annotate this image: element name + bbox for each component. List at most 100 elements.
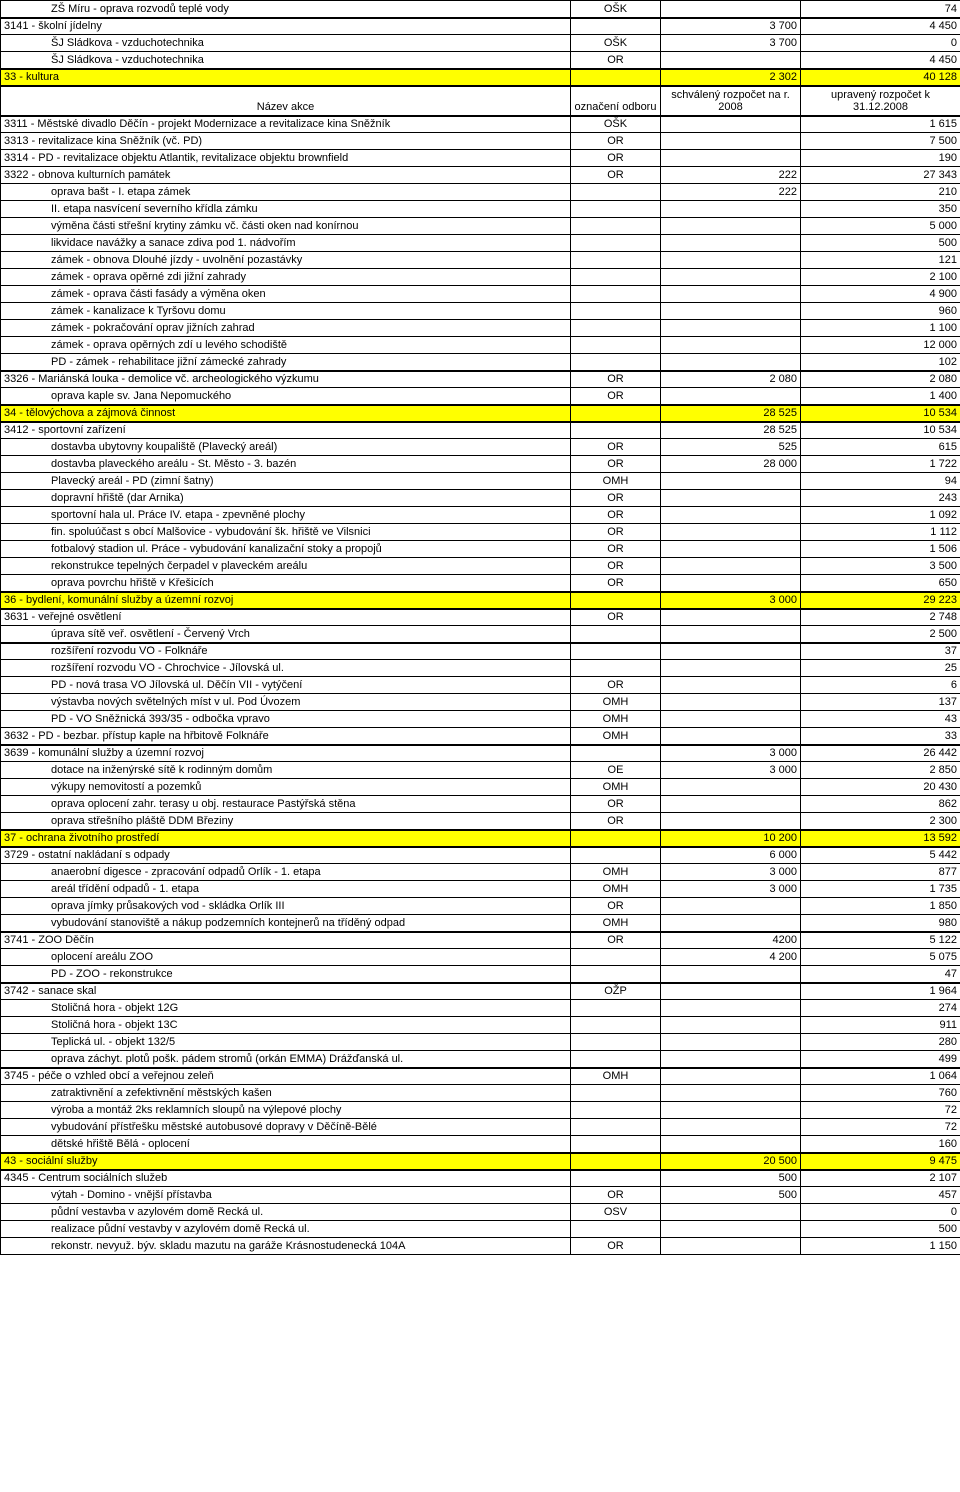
cell-dept: OR (571, 609, 661, 626)
cell-adjusted-budget: 1 092 (801, 507, 960, 524)
table-row: sportovní hala ul. Práce IV. etapa - zpe… (1, 507, 960, 524)
cell-approved-budget (661, 983, 801, 1000)
col-a-header: schválený rozpočet na r. 2008 (661, 86, 801, 116)
cell-approved-budget (661, 490, 801, 507)
cell-name: 3141 - školní jídelny (1, 18, 571, 35)
cell-adjusted-budget: 2 100 (801, 269, 960, 286)
table-header-row: Název akceoznačení odboruschválený rozpo… (1, 86, 960, 116)
cell-approved-budget (661, 1051, 801, 1068)
table-row: 3322 - obnova kulturních památekOR22227 … (1, 167, 960, 184)
table-row: 43 - sociální služby20 5009 475 (1, 1153, 960, 1170)
cell-adjusted-budget: 102 (801, 354, 960, 371)
table-row: 3639 - komunální služby a územní rozvoj3… (1, 745, 960, 762)
table-row: oprava bašt - I. etapa zámek222210 (1, 184, 960, 201)
cell-dept: OR (571, 524, 661, 541)
table-row: ZŠ Míru - oprava rozvodů teplé vodyOŠK74 (1, 1, 960, 18)
cell-adjusted-budget: 1 064 (801, 1068, 960, 1085)
cell-approved-budget: 28 525 (661, 405, 801, 422)
table-row: oprava záchyt. plotů pošk. pádem stromů … (1, 1051, 960, 1068)
cell-adjusted-budget: 0 (801, 35, 960, 52)
cell-approved-budget: 20 500 (661, 1153, 801, 1170)
table-row: vybudování stanoviště a nákup podzemních… (1, 915, 960, 932)
table-row: fin. spoluúčast s obcí Malšovice - vybud… (1, 524, 960, 541)
cell-name: 3741 - ZOO Děčín (1, 932, 571, 949)
cell-adjusted-budget: 650 (801, 575, 960, 592)
cell-adjusted-budget: 5 122 (801, 932, 960, 949)
cell-approved-budget: 4 200 (661, 949, 801, 966)
cell-name: rekonstrukce tepelných čerpadel v plavec… (1, 558, 571, 575)
cell-name: půdní vestavba v azylovém domě Recká ul. (1, 1204, 571, 1221)
cell-adjusted-budget: 274 (801, 1000, 960, 1017)
cell-adjusted-budget: 2 500 (801, 626, 960, 643)
cell-approved-budget: 28 000 (661, 456, 801, 473)
cell-dept: OSV (571, 1204, 661, 1221)
table-row: dostavba plaveckého areálu - St. Město -… (1, 456, 960, 473)
cell-name: zámek - oprava opěrné zdi jižní zahrady (1, 269, 571, 286)
cell-adjusted-budget: 2 850 (801, 762, 960, 779)
cell-dept: OR (571, 507, 661, 524)
cell-name: dostavba plaveckého areálu - St. Město -… (1, 456, 571, 473)
cell-approved-budget: 6 000 (661, 847, 801, 864)
cell-name: zámek - obnova Dlouhé jízdy - uvolnění p… (1, 252, 571, 269)
cell-adjusted-budget: 4 450 (801, 52, 960, 69)
table-row: Stoličná hora - objekt 13C911 (1, 1017, 960, 1034)
cell-dept (571, 745, 661, 762)
table-row: půdní vestavba v azylovém domě Recká ul.… (1, 1204, 960, 1221)
cell-dept (571, 218, 661, 235)
cell-name: zámek - oprava části fasády a výměna oke… (1, 286, 571, 303)
cell-name: 43 - sociální služby (1, 1153, 571, 1170)
cell-approved-budget (661, 286, 801, 303)
cell-dept: OE (571, 762, 661, 779)
table-row: areál třídění odpadů - 1. etapaOMH3 0001… (1, 881, 960, 898)
cell-dept: OR (571, 371, 661, 388)
cell-approved-budget (661, 388, 801, 405)
cell-dept: OR (571, 575, 661, 592)
table-row: 3745 - péče o vzhled obcí a veřejnou zel… (1, 1068, 960, 1085)
cell-approved-budget (661, 337, 801, 354)
cell-dept: OR (571, 133, 661, 150)
cell-approved-budget (661, 1085, 801, 1102)
cell-name: oprava jímky průsakových vod - skládka O… (1, 898, 571, 915)
cell-approved-budget (661, 507, 801, 524)
cell-approved-budget (661, 235, 801, 252)
cell-dept (571, 1000, 661, 1017)
cell-name: oprava střešního pláště DDM Březiny (1, 813, 571, 830)
cell-dept (571, 1034, 661, 1051)
cell-adjusted-budget: 0 (801, 1204, 960, 1221)
cell-name: 3745 - péče o vzhled obcí a veřejnou zel… (1, 1068, 571, 1085)
table-row: oprava povrchu hřiště v KřešicíchOR 650 (1, 575, 960, 592)
cell-name: PD - zámek - rehabilitace jižní zámecké … (1, 354, 571, 371)
table-row: PD - VO Sněžnická 393/35 - odbočka vprav… (1, 711, 960, 728)
table-row: zámek - oprava opěrné zdi jižní zahrady 2… (1, 269, 960, 286)
cell-adjusted-budget: 26 442 (801, 745, 960, 762)
cell-dept (571, 405, 661, 422)
cell-adjusted-budget: 1 615 (801, 116, 960, 133)
cell-name: oprava povrchu hřiště v Křešicích (1, 575, 571, 592)
cell-adjusted-budget: 500 (801, 1221, 960, 1238)
cell-dept: OMH (571, 864, 661, 881)
table-row: 3632 - PD - bezbar. přístup kaple na hřb… (1, 728, 960, 745)
cell-name: zámek - pokračování oprav jižních zahrad (1, 320, 571, 337)
table-row: 4345 - Centrum sociálních služeb5002 107 (1, 1170, 960, 1187)
cell-name: výkupy nemovitostí a pozemků (1, 779, 571, 796)
cell-adjusted-budget: 877 (801, 864, 960, 881)
cell-approved-budget: 3 000 (661, 762, 801, 779)
cell-name: II. etapa nasvícení severního křídla zám… (1, 201, 571, 218)
cell-dept: OR (571, 439, 661, 456)
cell-name: 3326 - Mariánská louka - demolice vč. ar… (1, 371, 571, 388)
cell-name: 3322 - obnova kulturních památek (1, 167, 571, 184)
table-row: oprava kaple sv. Jana NepomuckéhoOR1 400 (1, 388, 960, 405)
table-row: úprava sítě veř. osvětlení - Červený Vrc… (1, 626, 960, 643)
cell-name: výstavba nových světelných míst v ul. Po… (1, 694, 571, 711)
table-row: dopravní hřiště (dar Arnika)OR243 (1, 490, 960, 507)
table-row: dostavba ubytovny koupaliště (Plavecký a… (1, 439, 960, 456)
cell-adjusted-budget: 43 (801, 711, 960, 728)
cell-approved-budget (661, 677, 801, 694)
cell-adjusted-budget: 29 223 (801, 592, 960, 609)
cell-name: 3742 - sanace skal (1, 983, 571, 1000)
cell-dept: OŠK (571, 35, 661, 52)
cell-adjusted-budget: 27 343 (801, 167, 960, 184)
cell-adjusted-budget: 615 (801, 439, 960, 456)
cell-name: areál třídění odpadů - 1. etapa (1, 881, 571, 898)
table-row: PD - ZOO - rekonstrukce47 (1, 966, 960, 983)
